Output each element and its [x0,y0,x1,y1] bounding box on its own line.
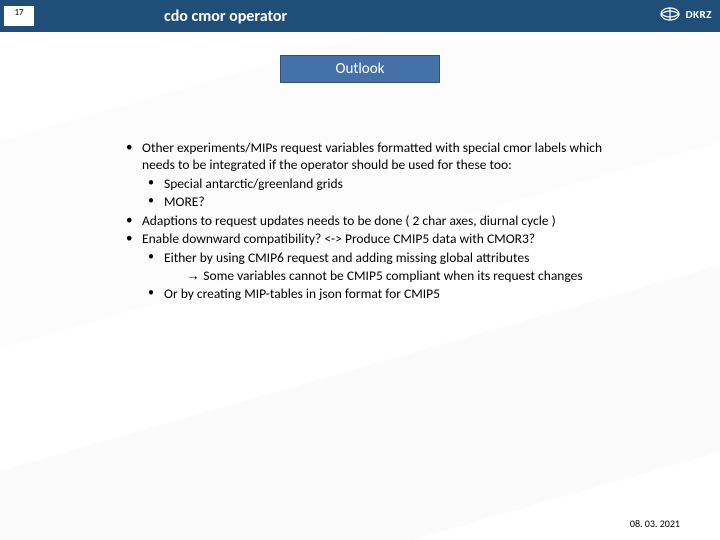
subtitle-text: Outlook [336,60,385,78]
subtitle-box: Outlook [280,55,440,83]
bullet-item: MORE? [142,194,630,211]
bullet-item: Special antarctic/greenland grids [142,176,630,193]
bullet-text: Some variables cannot be CMIP5 compliant… [203,267,582,284]
slide: 17 cdo cmor operator DKRZ Outlook Other … [0,0,720,540]
bullet-note: → Some variables cannot be CMIP5 complia… [164,268,630,285]
bullet-text: Enable downward compatibility? <-> Produ… [142,230,535,247]
bullet-text: Adaptions to request updates needs to be… [142,212,556,229]
bullet-text: Other experiments/MIPs request variables… [142,139,602,173]
page-number: 17 [4,6,34,26]
bullet-item: Or by creating MIP-tables in json format… [142,286,630,303]
logo-text: DKRZ [686,8,712,21]
content-body: Other experiments/MIPs request variables… [120,140,630,305]
bullet-item: Either by using CMIP6 request and adding… [142,250,630,285]
bullet-text: Or by creating MIP-tables in json format… [164,285,440,302]
slide-title: cdo cmor operator [164,7,287,26]
bullet-item: Other experiments/MIPs request variables… [120,140,630,211]
bullet-text: MORE? [164,193,205,210]
bullet-item: Enable downward compatibility? <-> Produ… [120,231,630,303]
bullet-item: Adaptions to request updates needs to be… [120,213,630,230]
header-bar: 17 cdo cmor operator DKRZ [0,0,720,32]
footer-date: 08. 03. 2021 [630,517,680,530]
bullet-text: Special antarctic/greenland grids [164,175,343,192]
globe-icon [658,4,682,24]
logo: DKRZ [658,4,712,24]
arrow-icon: → [186,268,203,283]
bullet-text: Either by using CMIP6 request and adding… [164,249,529,266]
